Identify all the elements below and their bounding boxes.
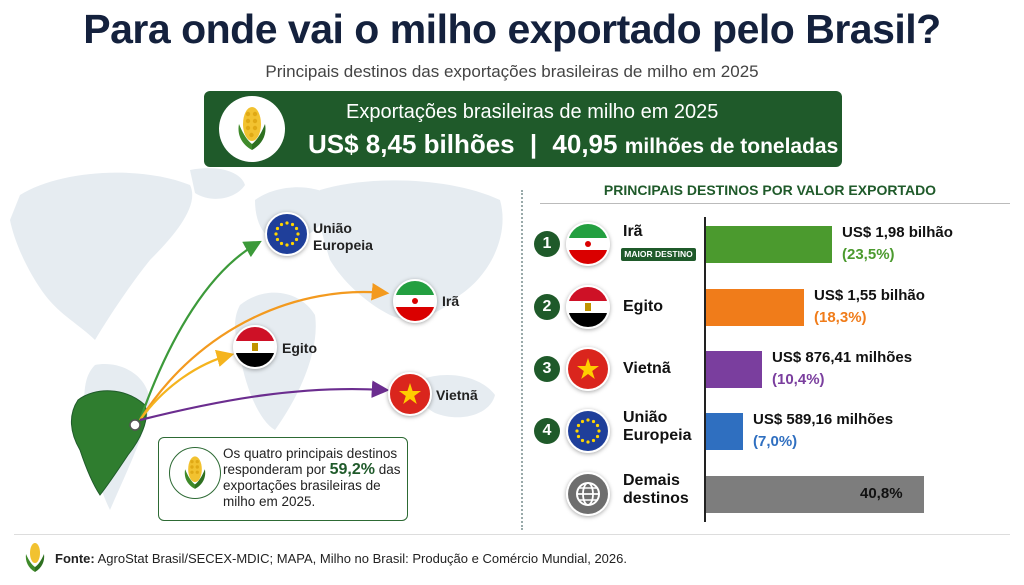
map-flag-vietnam <box>388 372 432 416</box>
footer-corn-icon <box>25 543 45 572</box>
note-text-5: milho em 2025. <box>223 494 316 509</box>
map-label-vietnam: Vietnã <box>436 387 478 403</box>
map-label-eu-line1: União <box>313 220 352 236</box>
category-label: União Europeia <box>623 409 692 444</box>
banner-tons-unit: milhões de toneladas <box>624 135 839 158</box>
banner-value: US$ 8,45 bilhões <box>308 129 515 159</box>
note-text-1: Os quatro principais destinos <box>223 446 398 461</box>
summary-note: Os quatro principais destinos respondera… <box>158 437 408 521</box>
banner-heading: Exportações brasileiras de milho em 2025 <box>346 101 719 123</box>
category-label: Irã <box>623 223 643 240</box>
eu-flag-icon <box>274 221 300 247</box>
banner-separator: | <box>529 129 538 159</box>
category-label: Egito <box>623 298 663 315</box>
bar <box>706 351 762 388</box>
value-label: US$ 876,41 milhões <box>772 349 913 366</box>
asia-shape <box>318 180 503 319</box>
oceania-shape <box>418 375 495 418</box>
north-america-shape <box>10 172 193 340</box>
value-label: 40,8% <box>860 485 903 502</box>
map-label-eu-line2: Europeia <box>313 237 373 253</box>
rank-badge: 3 <box>534 356 560 382</box>
percent-label: (23,5%) <box>842 246 895 263</box>
map-flag-iran <box>393 279 437 323</box>
world-map <box>10 168 503 510</box>
page-subtitle: Principais destinos das exportações bras… <box>265 62 759 81</box>
value-label: US$ 1,55 bilhão <box>814 287 925 304</box>
source-footer: Fonte: AgroStat Brasil/SECEX-MDIC; MAPA,… <box>55 551 627 566</box>
chart-flag-egypt <box>566 285 610 329</box>
note-text: Os quatro principais destinos respondera… <box>223 446 403 510</box>
chart-title-rule <box>540 203 1010 204</box>
note-text-3: das <box>378 462 401 477</box>
page-title: Para onde vai o milho exportado pelo Bra… <box>83 6 941 52</box>
note-highlight: 59,2% <box>329 461 375 478</box>
category-label: Demais destinos <box>623 472 689 507</box>
arrow-vietnam <box>139 380 390 422</box>
bar <box>706 226 832 263</box>
map-flag-eu <box>265 212 309 256</box>
value-label: US$ 589,16 milhões <box>753 411 894 428</box>
banner-tons-value: 40,95 <box>552 129 618 159</box>
iran-flag-icon <box>395 281 435 321</box>
chart-title: PRINCIPAIS DESTINOS POR VALOR EXPORTADO <box>603 182 937 198</box>
note-text-2: responderam por <box>223 462 326 477</box>
top-destination-tag: MAIOR DESTINO <box>621 248 696 261</box>
value-label: US$ 1,98 bilhão <box>842 224 953 241</box>
bar <box>706 476 924 513</box>
corn-icon <box>184 456 206 489</box>
arrow-eu <box>138 240 262 421</box>
chart-flag-vietnam <box>566 347 610 391</box>
bar <box>706 289 804 326</box>
greenland-shape <box>190 168 245 199</box>
chart-axis <box>704 217 706 522</box>
footer-text: AgroStat Brasil/SECEX-MDIC; MAPA, Milho … <box>97 551 627 566</box>
percent-label: (10,4%) <box>772 371 825 388</box>
bar <box>706 413 743 450</box>
rank-badge: 4 <box>534 418 560 444</box>
chart-flag-iran <box>566 222 610 266</box>
category-label: Vietnã <box>623 360 671 377</box>
map-label-eu: União Europeia <box>313 220 373 254</box>
corn-icon <box>238 107 266 150</box>
corn-badge <box>219 96 285 162</box>
note-text-4: exportações brasileiras de <box>223 478 381 493</box>
arrow-iran <box>139 283 390 421</box>
egypt-flag-icon <box>235 327 275 367</box>
percent-label: (18,3%) <box>814 309 867 326</box>
map-label-iran: Irã <box>442 293 460 309</box>
origin-point <box>129 419 141 431</box>
arrow-egypt <box>139 349 235 421</box>
vietnam-flag-icon <box>399 383 421 404</box>
brazil-shape <box>71 390 147 496</box>
footer-rule <box>14 534 1010 535</box>
globe-icon <box>566 472 610 516</box>
footer-label: Fonte: <box>55 551 95 566</box>
banner-figures: US$ 8,45 bilhões | 40,95 milhões de tone… <box>308 129 838 160</box>
section-divider <box>521 190 523 530</box>
chart-flag-eu <box>566 409 610 453</box>
map-label-egypt: Egito <box>282 340 317 356</box>
percent-label: (7,0%) <box>753 433 798 450</box>
rank-badge: 2 <box>534 294 560 320</box>
summary-banner: Exportações brasileiras de milho em 2025… <box>204 91 842 167</box>
map-flag-egypt <box>233 325 277 369</box>
rank-badge: 1 <box>534 231 560 257</box>
note-corn-badge <box>169 447 221 499</box>
